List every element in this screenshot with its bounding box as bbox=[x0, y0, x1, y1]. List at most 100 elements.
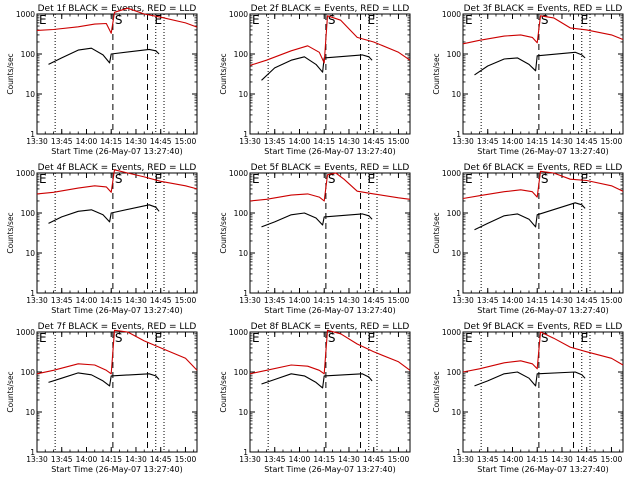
y-tick-label: 10 bbox=[25, 249, 35, 258]
x-tick-label: 14:15 bbox=[100, 455, 122, 464]
y-tick-label: 100 bbox=[447, 368, 462, 377]
y-tick-label: 1 bbox=[456, 448, 461, 457]
region-label-s: S bbox=[328, 13, 336, 27]
series-line-events bbox=[261, 212, 373, 228]
panel-title: Det 9f BLACK = Events, RED = LLD bbox=[464, 322, 623, 332]
series-line-events bbox=[474, 371, 586, 387]
y-tick-label: 10 bbox=[238, 90, 248, 99]
x-tick-label: 13:30 bbox=[452, 137, 474, 146]
y-tick-label: 10 bbox=[238, 408, 248, 417]
x-tick-label: 14:30 bbox=[551, 296, 573, 305]
x-tick-label: 13:45 bbox=[264, 455, 286, 464]
panel-det-6: Det 6f BLACK = Events, RED = LLD 1 10 100 10… bbox=[432, 163, 624, 315]
y-tick-label: 100 bbox=[234, 50, 249, 59]
y-tick-label: 10 bbox=[25, 408, 35, 417]
y-tick-label: 100 bbox=[447, 50, 462, 59]
x-tick-label: 13:45 bbox=[264, 296, 286, 305]
x-tick-label: 14:30 bbox=[125, 455, 147, 464]
y-tick-label: 1000 bbox=[442, 169, 461, 178]
x-tick-label: 13:30 bbox=[452, 296, 474, 305]
y-axis-label: Counts/sec bbox=[219, 53, 228, 94]
y-axis-label: Counts/sec bbox=[6, 53, 15, 94]
x-tick-label: 14:15 bbox=[526, 455, 548, 464]
x-tick-label: 14:15 bbox=[313, 296, 335, 305]
region-label-e: E bbox=[39, 331, 47, 345]
x-tick-label: 14:30 bbox=[551, 137, 573, 146]
x-tick-label: 13:45 bbox=[477, 296, 499, 305]
x-tick-label: 14:15 bbox=[526, 296, 548, 305]
y-tick-label: 100 bbox=[234, 368, 249, 377]
y-tick-label: 10 bbox=[451, 90, 461, 99]
panel-det-5: Det 5f BLACK = Events, RED = LLD 1 10 100 10… bbox=[219, 163, 411, 315]
x-tick-label: 13:45 bbox=[51, 296, 73, 305]
x-tick-label: 14:45 bbox=[363, 455, 385, 464]
y-tick-label: 1000 bbox=[442, 10, 461, 19]
region-label-e: E bbox=[155, 331, 163, 345]
x-axis-label: Start Time (26-May-07 13:27:40) bbox=[51, 147, 182, 156]
y-tick-label: 1 bbox=[30, 448, 35, 457]
y-axis-label: Counts/sec bbox=[432, 53, 441, 94]
x-tick-label: 15:00 bbox=[175, 137, 197, 146]
region-label-e: E bbox=[465, 331, 473, 345]
y-tick-label: 100 bbox=[21, 50, 36, 59]
series-line-lld bbox=[36, 7, 198, 34]
x-tick-label: 14:30 bbox=[338, 137, 360, 146]
region-label-s: S bbox=[328, 172, 336, 186]
region-label-e: E bbox=[155, 172, 163, 186]
y-tick-label: 1 bbox=[243, 130, 248, 139]
y-tick-label: 1000 bbox=[229, 10, 248, 19]
panel-title: Det 8f BLACK = Events, RED = LLD bbox=[251, 322, 410, 332]
x-tick-label: 14:00 bbox=[76, 296, 98, 305]
x-tick-label: 15:00 bbox=[175, 296, 197, 305]
x-tick-label: 13:45 bbox=[264, 137, 286, 146]
y-tick-label: 100 bbox=[447, 209, 462, 218]
y-tick-label: 1 bbox=[30, 130, 35, 139]
region-label-e: E bbox=[368, 172, 376, 186]
y-axis-label: Counts/sec bbox=[6, 212, 15, 253]
plot-frame bbox=[249, 13, 411, 135]
y-tick-label: 1000 bbox=[16, 328, 35, 337]
region-label-e: E bbox=[465, 13, 473, 27]
x-tick-label: 13:45 bbox=[477, 137, 499, 146]
x-tick-label: 14:45 bbox=[150, 296, 172, 305]
x-axis-label: Start Time (26-May-07 13:27:40) bbox=[264, 465, 395, 474]
series-line-events bbox=[48, 204, 160, 224]
region-label-s: S bbox=[328, 331, 336, 345]
series-line-lld bbox=[462, 170, 624, 200]
panel-title: Det 2f BLACK = Events, RED = LLD bbox=[251, 4, 410, 14]
panel-det-8: Det 8f BLACK = Events, RED = LLD 1 10 100 10… bbox=[219, 322, 411, 474]
x-axis-label: Start Time (26-May-07 13:27:40) bbox=[51, 306, 182, 315]
plot-frame bbox=[462, 331, 624, 453]
x-tick-label: 15:00 bbox=[388, 137, 410, 146]
y-axis-label: Counts/sec bbox=[219, 212, 228, 253]
x-tick-label: 14:00 bbox=[502, 137, 524, 146]
y-tick-label: 1 bbox=[243, 448, 248, 457]
x-tick-label: 14:00 bbox=[502, 455, 524, 464]
x-tick-label: 14:45 bbox=[576, 137, 598, 146]
x-tick-label: 14:15 bbox=[526, 137, 548, 146]
y-tick-label: 1000 bbox=[16, 169, 35, 178]
panel-title: Det 6f BLACK = Events, RED = LLD bbox=[464, 163, 623, 173]
x-tick-label: 14:00 bbox=[289, 296, 311, 305]
y-tick-label: 1 bbox=[30, 289, 35, 298]
region-label-s: S bbox=[541, 13, 549, 27]
plot-frame bbox=[462, 172, 624, 294]
y-tick-label: 1000 bbox=[229, 169, 248, 178]
panel-det-2: Det 2f BLACK = Events, RED = LLD 1 10 100 10… bbox=[219, 4, 411, 156]
x-tick-label: 14:00 bbox=[76, 137, 98, 146]
plot-frame bbox=[36, 172, 198, 294]
series-line-events bbox=[261, 54, 373, 81]
x-tick-label: 15:00 bbox=[601, 137, 623, 146]
panel-title: Det 7f BLACK = Events, RED = LLD bbox=[38, 322, 197, 332]
x-tick-label: 14:45 bbox=[576, 455, 598, 464]
panel-det-4: Det 4f BLACK = Events, RED = LLD 1 10 100 10… bbox=[6, 163, 198, 315]
panel-det-1: Det 1f BLACK = Events, RED = LLD 1 10 100 10… bbox=[6, 4, 198, 156]
y-axis-label: Counts/sec bbox=[432, 212, 441, 253]
series-line-lld bbox=[462, 331, 624, 373]
y-tick-label: 1 bbox=[243, 289, 248, 298]
plot-frame bbox=[462, 13, 624, 135]
x-tick-label: 14:30 bbox=[338, 455, 360, 464]
panel-title: Det 3f BLACK = Events, RED = LLD bbox=[464, 4, 623, 14]
y-tick-label: 1000 bbox=[16, 10, 35, 19]
